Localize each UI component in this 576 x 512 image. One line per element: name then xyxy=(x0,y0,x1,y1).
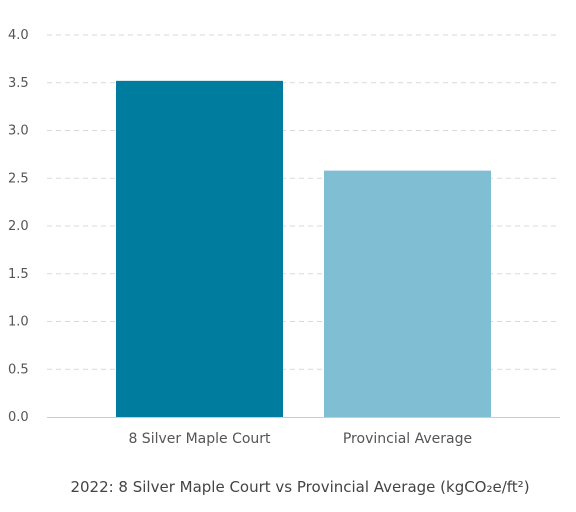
x-category-label: Provincial Average xyxy=(343,431,472,447)
x-axis-categories: 8 Silver Maple Court Provincial Average xyxy=(128,431,472,447)
bar-1 xyxy=(116,80,283,417)
y-tick-label: 1.5 xyxy=(8,267,29,282)
y-tick-label: 2.0 xyxy=(8,219,29,234)
y-tick-label: 3.5 xyxy=(8,76,29,91)
y-tick-label: 0.0 xyxy=(8,410,29,425)
y-tick-label: 3.0 xyxy=(8,124,29,139)
bars xyxy=(116,80,491,417)
y-axis-ticks: 0.0 0.5 1.0 1.5 2.0 2.5 3.0 3.5 4.0 xyxy=(8,28,29,425)
x-category-label: 8 Silver Maple Court xyxy=(128,431,271,447)
y-tick-label: 2.5 xyxy=(8,171,29,186)
y-tick-label: 4.0 xyxy=(8,28,29,43)
bar-2 xyxy=(324,170,491,417)
chart-caption: 2022: 8 Silver Maple Court vs Provincial… xyxy=(70,478,529,496)
y-tick-label: 1.0 xyxy=(8,315,29,330)
y-tick-label: 0.5 xyxy=(8,362,29,377)
